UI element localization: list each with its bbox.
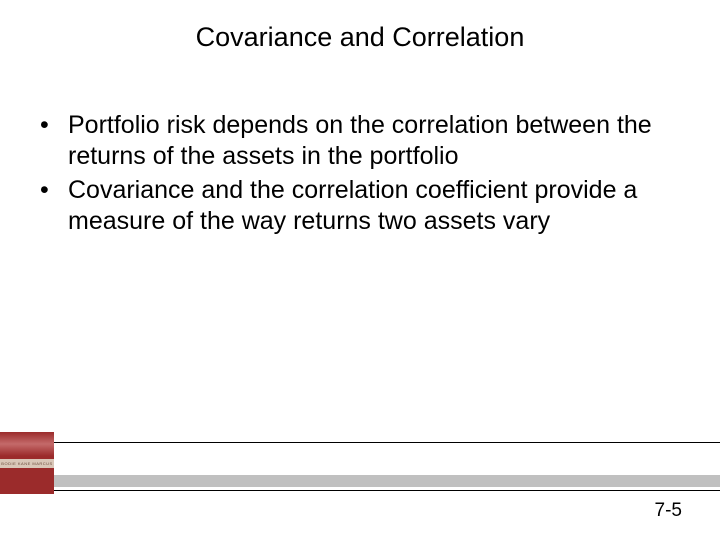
slide-title: Covariance and Correlation — [0, 22, 720, 53]
page-number: 7-5 — [655, 500, 682, 522]
bullet-marker-icon: • — [40, 175, 68, 206]
slide-body: • Portfolio risk depends on the correlat… — [40, 110, 670, 239]
book-label-text: BODIE KANE MARCUS — [0, 459, 54, 468]
slide: Covariance and Correlation • Portfolio r… — [0, 0, 720, 540]
footer-divider-top — [54, 442, 720, 443]
bullet-item: • Covariance and the correlation coeffic… — [40, 175, 670, 238]
bullet-marker-icon: • — [40, 110, 68, 141]
bullet-item: • Portfolio risk depends on the correlat… — [40, 110, 670, 173]
footer-divider-bottom — [54, 490, 720, 491]
footer-gray-bar — [54, 475, 720, 487]
bullet-text: Portfolio risk depends on the correlatio… — [68, 110, 670, 173]
bullet-text: Covariance and the correlation coefficie… — [68, 175, 670, 238]
book-thumbnail-top — [0, 432, 54, 456]
